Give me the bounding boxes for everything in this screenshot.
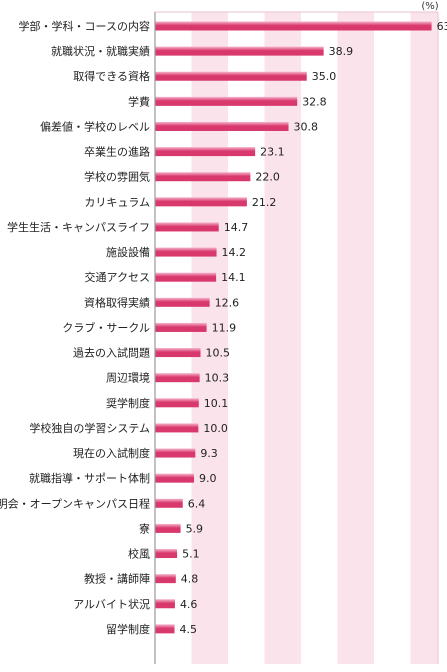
category-label: 教授・講師陣 <box>84 572 150 586</box>
bar <box>155 172 251 182</box>
value-label: 35.0 <box>312 70 337 83</box>
value-label: 10.1 <box>204 397 229 410</box>
category-label: 学校の雰囲気 <box>84 170 150 184</box>
grid-band <box>337 12 374 664</box>
value-label: 21.2 <box>252 196 276 209</box>
category-label: 周辺環境 <box>106 371 150 385</box>
value-label: 4.5 <box>180 623 198 636</box>
value-label: 10.5 <box>206 347 231 360</box>
category-labels: 学部・学科・コースの内容就職状況・就職実績取得できる資格学費偏差値・学校のレベル… <box>0 19 150 636</box>
category-label: 学部・学科・コースの内容 <box>19 19 150 33</box>
bar <box>155 46 324 56</box>
category-label: 説明会・オープンキャンパス日程 <box>0 496 150 510</box>
bar <box>155 348 201 358</box>
bar <box>155 599 175 609</box>
background-bands <box>155 11 439 664</box>
category-label: アルバイト状況 <box>73 597 150 611</box>
category-label: 資格取得実績 <box>84 295 150 309</box>
bar <box>155 197 247 207</box>
category-label: 寮 <box>139 521 150 535</box>
bar <box>155 523 181 533</box>
bar <box>155 297 210 307</box>
bar <box>155 71 307 81</box>
bar <box>155 398 199 408</box>
bar <box>155 21 432 31</box>
value-label: 5.1 <box>182 548 200 561</box>
category-label: 学生生活・キャンパスライフ <box>7 220 150 234</box>
bar <box>155 448 196 458</box>
grid-band <box>191 12 228 664</box>
grid-band <box>264 12 301 664</box>
bar <box>155 96 298 106</box>
value-label: 11.9 <box>212 321 237 334</box>
bar <box>155 121 289 131</box>
category-label: カリキュラム <box>84 196 150 209</box>
value-label: 38.9 <box>329 45 354 58</box>
category-label: 留学制度 <box>106 622 150 636</box>
grid-band <box>410 12 438 664</box>
value-label: 9.3 <box>200 447 218 460</box>
value-label: 14.2 <box>222 246 247 259</box>
value-label: 10.0 <box>203 422 228 435</box>
value-label: 12.6 <box>215 296 240 309</box>
bar <box>155 373 200 383</box>
category-label: 交通アクセス <box>85 270 150 284</box>
bar <box>155 322 207 332</box>
category-label: 取得できる資格 <box>73 69 150 83</box>
value-label: 14.1 <box>221 271 246 284</box>
bar <box>155 549 178 559</box>
bar <box>155 473 195 483</box>
bar <box>155 624 175 634</box>
category-label: 学校独自の学習システム <box>29 421 150 435</box>
bar <box>155 423 199 433</box>
value-label: 4.6 <box>180 598 198 611</box>
value-label: 4.8 <box>181 573 199 586</box>
value-labels: 63.8 38.9 35.0 32.8 30.8 23.1 22.0 21.214.7 14.2… <box>180 20 447 636</box>
value-label: 9.0 <box>199 472 217 485</box>
bar <box>155 247 217 257</box>
category-label: 現在の入試制度 <box>73 446 150 460</box>
bar <box>155 498 183 508</box>
value-label: 5.9 <box>186 522 204 535</box>
category-label: 校風 <box>128 547 150 561</box>
unit-label: (%) <box>421 1 438 12</box>
bar <box>155 272 217 282</box>
category-label: 偏差値・学校のレベル <box>40 119 150 133</box>
bars-group <box>155 21 432 634</box>
value-label: 32.8 <box>302 95 327 108</box>
category-label: 奨学制度 <box>106 396 150 410</box>
bar <box>155 147 256 157</box>
category-label: 過去の入試問題 <box>73 346 150 360</box>
value-label: 6.4 <box>188 497 206 510</box>
category-label: 卒業生の進路 <box>84 145 150 159</box>
value-label: 14.7 <box>224 221 249 234</box>
category-label: 就職状況・就職実績 <box>51 44 150 58</box>
value-label: 23.1 <box>260 146 285 159</box>
value-label: 10.3 <box>205 372 230 385</box>
category-label: 学費 <box>128 94 150 108</box>
bar <box>155 222 219 232</box>
category-label: クラブ・サークル <box>62 320 150 334</box>
category-label: 施設設備 <box>106 245 150 259</box>
category-label: 就職指導・サポート体制 <box>29 471 150 485</box>
bar <box>155 574 176 584</box>
value-label: 22.0 <box>255 171 280 184</box>
value-label: 63.8 <box>437 20 447 33</box>
value-label: 30.8 <box>294 120 319 133</box>
